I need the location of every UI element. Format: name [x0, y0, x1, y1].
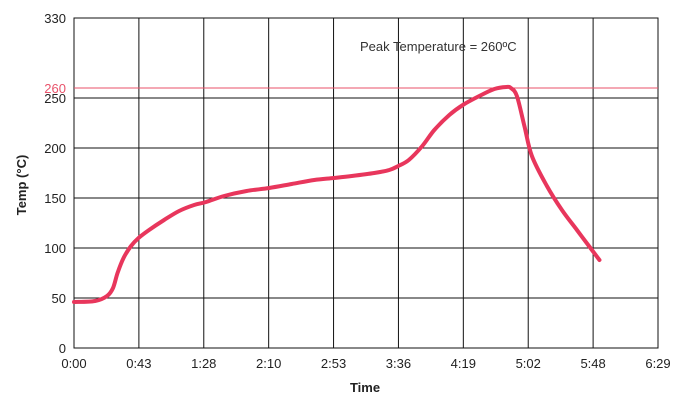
data-point — [422, 146, 423, 147]
data-point — [246, 191, 247, 192]
data-point — [149, 230, 150, 231]
data-point — [291, 184, 292, 185]
reference-line: 260 — [44, 81, 658, 96]
data-point — [506, 87, 507, 88]
x-tick-label: 2:53 — [321, 356, 346, 371]
reference-line-label: 260 — [44, 81, 66, 96]
x-axis-title: Time — [350, 380, 380, 395]
x-tick-label: 0:43 — [126, 356, 151, 371]
data-point — [494, 89, 495, 90]
data-point — [408, 160, 409, 161]
y-tick-label: 150 — [44, 191, 66, 206]
x-tick-label: 5:02 — [516, 356, 541, 371]
grid — [73, 17, 659, 349]
x-tick-label: 6:29 — [645, 356, 670, 371]
data-point — [131, 246, 132, 247]
y-tick-label: 330 — [44, 11, 66, 26]
data-point — [95, 301, 96, 302]
data-point — [74, 302, 75, 303]
data-point — [576, 230, 577, 231]
data-point — [398, 166, 399, 167]
data-point — [314, 180, 315, 181]
data-point — [123, 258, 124, 259]
data-point — [107, 296, 108, 297]
data-point — [138, 238, 139, 239]
data-point — [333, 178, 334, 179]
data-point — [510, 88, 511, 89]
y-tick-label: 0 — [59, 341, 66, 356]
data-point — [351, 176, 352, 177]
x-tick-label: 1:28 — [191, 356, 216, 371]
data-point — [113, 288, 114, 289]
data-point — [374, 173, 375, 174]
data-point — [524, 126, 525, 127]
x-tick-label: 3:36 — [386, 356, 411, 371]
x-tick-label: 2:10 — [256, 356, 281, 371]
data-point — [194, 205, 195, 206]
y-tick-label: 200 — [44, 141, 66, 156]
data-point — [206, 202, 207, 203]
data-point — [224, 196, 225, 197]
data-point — [389, 170, 390, 171]
data-point — [269, 188, 270, 189]
y-tick-label: 100 — [44, 241, 66, 256]
data-point — [434, 130, 435, 131]
data-point — [599, 260, 600, 261]
y-axis-title: Temp (°C) — [14, 155, 29, 216]
data-point — [449, 115, 450, 116]
x-tick-label: 5:48 — [580, 356, 605, 371]
data-point — [462, 105, 463, 106]
data-point — [546, 186, 547, 187]
x-tick-label: 0:00 — [61, 356, 86, 371]
y-tick-label: 50 — [52, 291, 66, 306]
y-tick-label: 250 — [44, 91, 66, 106]
data-point — [164, 220, 165, 221]
plot-frame — [73, 17, 659, 349]
data-point — [591, 250, 592, 251]
series-layer — [72, 84, 602, 304]
peak-annotation: Peak Temperature = 260ºC — [360, 39, 517, 54]
data-point — [561, 210, 562, 211]
data-point — [117, 273, 118, 274]
x-tick-labels: 0:00 0:43 1:28 2:10 2:53 3:36 4:19 5:02 5:48 6:29 — [61, 356, 670, 371]
data-point — [516, 96, 517, 97]
data-point — [479, 96, 480, 97]
data-point — [531, 156, 532, 157]
x-tick-label: 4:19 — [451, 356, 476, 371]
y-tick-labels: 0 50 100 150 200 250 330 — [44, 11, 66, 356]
data-point — [179, 211, 180, 212]
temperature-profile-line — [72, 84, 602, 304]
